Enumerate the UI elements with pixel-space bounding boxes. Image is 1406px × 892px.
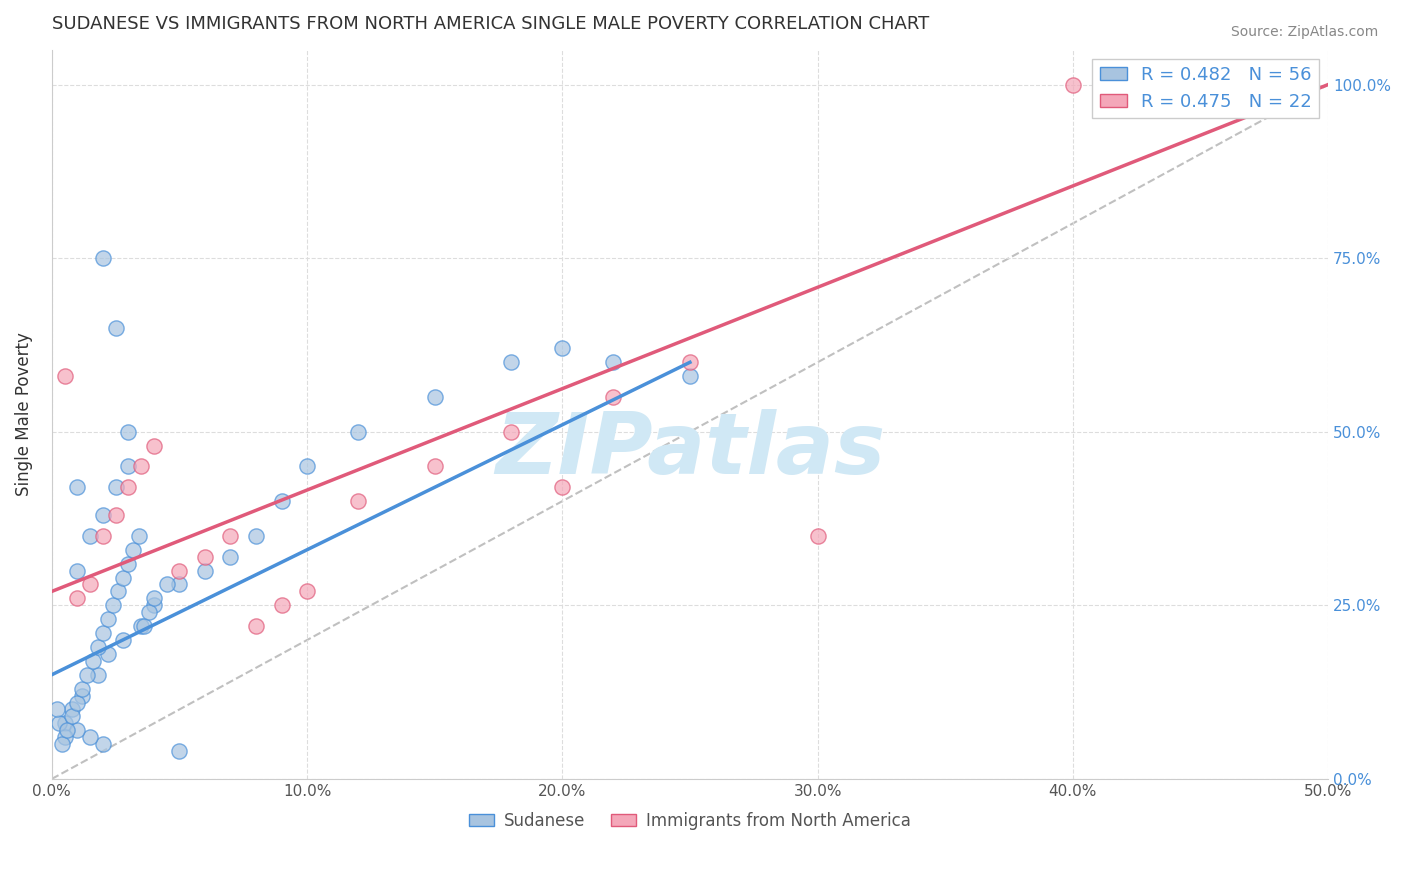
Point: [112, 570, 135, 584]
Point: [91, 529, 114, 543]
Point: [97, 647, 120, 661]
Point: [104, 320, 127, 334]
Point: [1062, 78, 1084, 92]
Point: [86, 640, 108, 654]
Point: [551, 480, 574, 494]
Point: [60, 709, 83, 723]
Point: [48, 716, 70, 731]
Point: [501, 355, 523, 369]
Point: [169, 577, 191, 591]
Point: [245, 529, 267, 543]
Point: [679, 355, 702, 369]
Point: [219, 549, 242, 564]
Point: [51, 737, 73, 751]
Point: [53, 369, 76, 384]
Point: [138, 605, 160, 619]
Point: [76, 667, 98, 681]
Point: [270, 599, 292, 613]
Point: [194, 564, 217, 578]
Point: [66, 696, 89, 710]
Point: [194, 549, 217, 564]
Point: [122, 542, 145, 557]
Point: [66, 723, 89, 738]
Point: [142, 439, 165, 453]
Point: [347, 425, 370, 439]
Point: [82, 654, 104, 668]
Point: [501, 425, 523, 439]
Y-axis label: Single Male Poverty: Single Male Poverty: [15, 333, 32, 496]
Point: [806, 529, 828, 543]
Point: [128, 529, 150, 543]
Point: [45, 702, 67, 716]
Point: [117, 425, 139, 439]
Point: [53, 716, 76, 731]
Point: [66, 480, 89, 494]
Point: [112, 633, 135, 648]
Point: [91, 737, 114, 751]
Point: [679, 369, 702, 384]
Point: [129, 459, 152, 474]
Point: [86, 667, 108, 681]
Legend: Sudanese, Immigrants from North America: Sudanese, Immigrants from North America: [463, 805, 917, 836]
Point: [129, 619, 152, 633]
Point: [169, 564, 191, 578]
Text: Source: ZipAtlas.com: Source: ZipAtlas.com: [1230, 25, 1378, 39]
Point: [602, 390, 624, 404]
Point: [56, 723, 79, 738]
Point: [117, 557, 139, 571]
Point: [142, 591, 165, 606]
Point: [347, 494, 370, 508]
Point: [169, 744, 191, 758]
Point: [602, 355, 624, 369]
Point: [156, 577, 179, 591]
Point: [66, 564, 89, 578]
Point: [101, 599, 124, 613]
Point: [423, 459, 446, 474]
Point: [117, 480, 139, 494]
Text: ZIPatlas: ZIPatlas: [495, 409, 884, 492]
Point: [219, 529, 242, 543]
Point: [270, 494, 292, 508]
Point: [117, 459, 139, 474]
Point: [104, 508, 127, 522]
Point: [72, 681, 94, 696]
Point: [91, 508, 114, 522]
Point: [104, 480, 127, 494]
Point: [295, 584, 318, 599]
Point: [132, 619, 155, 633]
Point: [79, 577, 101, 591]
Point: [295, 459, 318, 474]
Point: [60, 702, 83, 716]
Point: [79, 529, 101, 543]
Point: [91, 626, 114, 640]
Point: [97, 612, 120, 626]
Point: [142, 599, 165, 613]
Point: [245, 619, 267, 633]
Point: [423, 390, 446, 404]
Point: [107, 584, 129, 599]
Point: [91, 251, 114, 265]
Point: [72, 689, 94, 703]
Point: [66, 591, 89, 606]
Point: [551, 342, 574, 356]
Text: SUDANESE VS IMMIGRANTS FROM NORTH AMERICA SINGLE MALE POVERTY CORRELATION CHART: SUDANESE VS IMMIGRANTS FROM NORTH AMERIC…: [52, 15, 929, 33]
Point: [53, 731, 76, 745]
Point: [79, 731, 101, 745]
